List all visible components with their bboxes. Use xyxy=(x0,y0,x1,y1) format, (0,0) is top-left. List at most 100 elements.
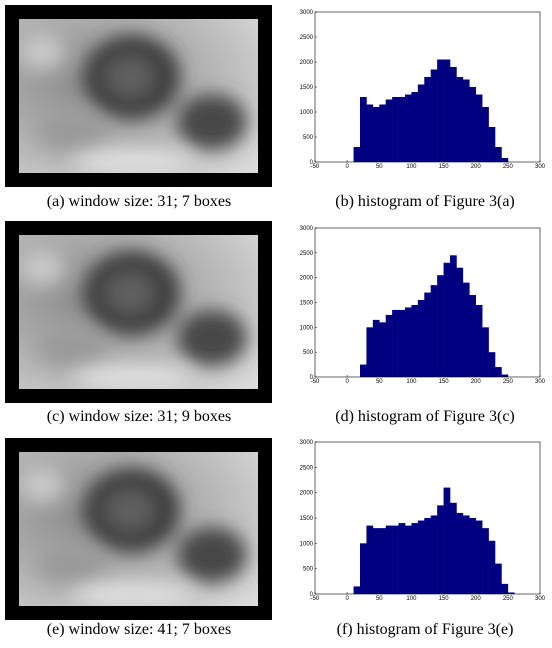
x-tick-label: 0 xyxy=(345,164,349,170)
y-tick-label: 1500 xyxy=(300,85,314,91)
y-tick-label: 3000 xyxy=(300,440,314,446)
bar xyxy=(379,104,387,162)
x-tick-label: 150 xyxy=(439,379,450,385)
bar xyxy=(462,515,470,594)
y-tick-label: 1000 xyxy=(300,325,314,331)
y-tick-label: 2500 xyxy=(300,465,314,471)
bar xyxy=(411,523,419,594)
bar xyxy=(462,282,470,377)
image xyxy=(12,12,265,180)
bar xyxy=(501,158,509,162)
bar xyxy=(450,502,457,594)
x-tick-label: 200 xyxy=(471,379,482,385)
bar xyxy=(475,94,483,162)
caption: (c) window size: 31; 9 boxes xyxy=(47,408,231,425)
bar xyxy=(430,515,438,594)
bar xyxy=(424,518,432,594)
x-tick-label: 200 xyxy=(471,164,482,170)
bar xyxy=(488,352,496,377)
x-tick-label: 150 xyxy=(439,596,450,602)
y-tick-label: 500 xyxy=(303,567,314,573)
y-tick-label: 1000 xyxy=(300,541,314,547)
x-tick-label: 0 xyxy=(345,379,349,385)
x-tick-label: 100 xyxy=(406,164,417,170)
x-tick-label: -50 xyxy=(311,164,320,170)
bar xyxy=(417,84,425,162)
bar xyxy=(495,147,502,162)
image xyxy=(12,228,265,396)
bar xyxy=(424,292,432,377)
x-tick-label: 300 xyxy=(535,379,546,385)
bar xyxy=(488,127,496,162)
bar xyxy=(385,525,393,594)
bar xyxy=(405,307,412,377)
bar xyxy=(501,374,509,377)
bar xyxy=(392,97,399,162)
y-tick-label: 1000 xyxy=(300,110,314,116)
bar xyxy=(507,592,515,594)
bar xyxy=(385,99,393,162)
bar xyxy=(475,520,483,594)
bar xyxy=(360,364,367,377)
bar xyxy=(469,295,477,377)
bar xyxy=(372,319,380,377)
bar xyxy=(366,525,374,594)
bar xyxy=(405,525,412,594)
bar xyxy=(456,512,464,594)
bar xyxy=(379,528,387,594)
bar xyxy=(417,300,425,377)
bar xyxy=(456,77,464,162)
y-tick-label: 0 xyxy=(310,592,314,598)
y-tick-label: 2500 xyxy=(300,251,314,257)
caption: (e) window size: 41; 7 boxes xyxy=(47,621,231,638)
y-tick-label: 2000 xyxy=(300,491,314,497)
bar xyxy=(482,528,489,594)
bar xyxy=(392,309,399,377)
y-tick-label: 0 xyxy=(310,160,314,166)
x-tick-label: 250 xyxy=(503,596,514,602)
x-tick-label: 250 xyxy=(503,379,514,385)
bar xyxy=(430,285,438,377)
bar xyxy=(353,147,361,162)
bar xyxy=(469,87,477,162)
bar xyxy=(462,79,470,162)
bar xyxy=(379,322,387,377)
x-tick-label: 300 xyxy=(535,596,546,602)
bar xyxy=(398,523,406,594)
bar xyxy=(456,267,464,377)
caption: (a) window size: 31; 7 boxes xyxy=(47,193,231,210)
x-tick-label: 250 xyxy=(503,164,514,170)
image xyxy=(12,445,265,613)
bar xyxy=(482,107,489,162)
bar xyxy=(437,275,444,377)
x-tick-label: 150 xyxy=(439,164,450,170)
bar xyxy=(372,107,380,162)
bar xyxy=(360,97,367,162)
bar xyxy=(424,77,432,162)
bar xyxy=(398,97,406,162)
bar xyxy=(450,255,457,377)
bar xyxy=(366,104,374,162)
bar xyxy=(417,520,425,594)
bar xyxy=(437,505,444,594)
bar xyxy=(443,262,451,377)
x-tick-label: 100 xyxy=(406,596,417,602)
caption: (f) histogram of Figure 3(e) xyxy=(337,621,514,638)
x-tick-label: 50 xyxy=(376,164,383,170)
x-tick-label: 50 xyxy=(376,379,383,385)
y-tick-label: 3000 xyxy=(300,10,314,16)
bar xyxy=(450,67,457,162)
bar xyxy=(495,367,502,377)
y-tick-label: 500 xyxy=(303,350,314,356)
bar xyxy=(405,94,412,162)
bar xyxy=(385,314,393,377)
bar xyxy=(443,487,451,594)
x-tick-label: 200 xyxy=(471,596,482,602)
bar xyxy=(411,92,419,162)
bar xyxy=(495,563,502,594)
bar xyxy=(398,309,406,377)
bar xyxy=(437,59,444,162)
y-tick-label: 1500 xyxy=(300,301,314,307)
